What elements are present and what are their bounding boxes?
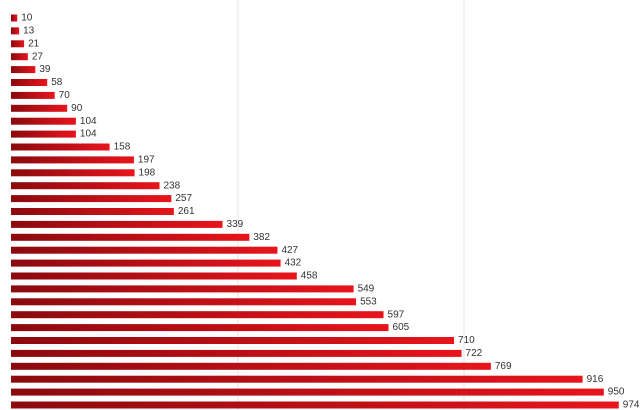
bar xyxy=(11,324,389,332)
value-label: 458 xyxy=(301,271,318,282)
bar xyxy=(11,143,110,151)
bar xyxy=(11,79,48,86)
bar xyxy=(11,91,55,99)
value-label: 597 xyxy=(388,309,405,320)
bar xyxy=(11,130,76,138)
bar xyxy=(11,14,18,22)
value-label: 974 xyxy=(623,400,640,410)
bar xyxy=(11,220,223,228)
bar xyxy=(11,27,20,35)
value-label: 382 xyxy=(253,232,270,243)
value-label: 916 xyxy=(587,374,604,385)
bar xyxy=(11,169,135,177)
value-label: 238 xyxy=(164,180,181,191)
value-label: 21 xyxy=(28,38,40,49)
bar xyxy=(11,375,583,383)
bar xyxy=(11,208,174,215)
value-label: 197 xyxy=(138,155,155,166)
value-label: 10 xyxy=(21,13,33,24)
bar xyxy=(11,233,250,241)
value-label: 90 xyxy=(71,103,83,114)
value-label: 58 xyxy=(51,77,63,88)
bar xyxy=(11,388,604,396)
value-label: 104 xyxy=(80,129,97,140)
value-label: 432 xyxy=(285,258,302,269)
bar xyxy=(11,117,76,125)
bar xyxy=(11,401,619,409)
value-label: 549 xyxy=(358,284,375,295)
value-label: 70 xyxy=(59,90,71,101)
value-label: 198 xyxy=(139,167,156,178)
bar xyxy=(11,156,134,164)
value-label: 553 xyxy=(360,296,377,307)
bar xyxy=(11,362,491,370)
bar xyxy=(11,104,68,112)
value-label: 13 xyxy=(23,26,35,37)
bar xyxy=(11,66,36,74)
bar xyxy=(11,53,28,61)
value-label: 339 xyxy=(227,219,244,230)
bar xyxy=(11,195,172,203)
bar xyxy=(11,349,462,357)
bar xyxy=(11,182,160,190)
bar xyxy=(11,272,297,280)
value-label: 257 xyxy=(175,193,192,204)
value-label: 710 xyxy=(458,335,475,346)
bar xyxy=(11,298,357,306)
bar xyxy=(11,246,278,254)
value-label: 605 xyxy=(393,322,410,333)
bar xyxy=(11,311,384,319)
value-label: 39 xyxy=(39,64,51,75)
bar xyxy=(11,285,354,293)
bar xyxy=(11,337,455,344)
value-label: 769 xyxy=(495,361,512,372)
value-label: 427 xyxy=(281,245,298,256)
value-label: 722 xyxy=(466,348,483,359)
value-label: 27 xyxy=(32,51,44,62)
value-label: 104 xyxy=(80,116,97,127)
value-label: 950 xyxy=(608,387,625,398)
bar xyxy=(11,259,281,267)
bar xyxy=(11,40,25,48)
value-label: 261 xyxy=(178,206,195,217)
value-label: 158 xyxy=(114,142,131,153)
